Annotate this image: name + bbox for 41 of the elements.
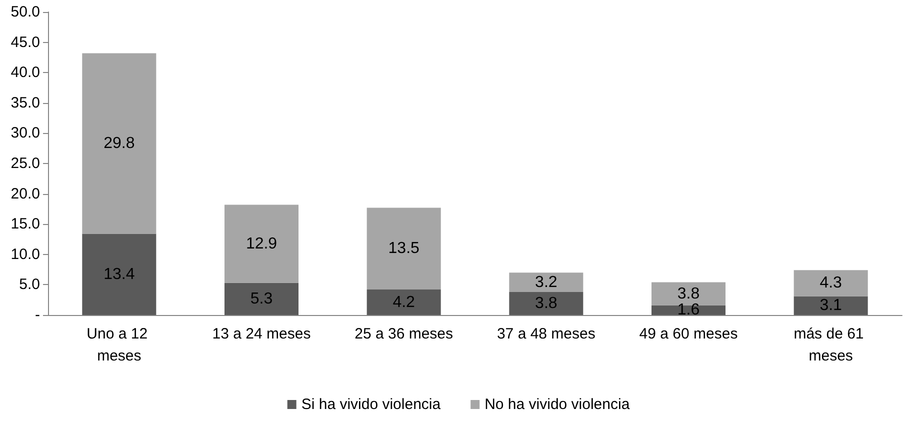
x-tick-label: 25 a 36 meses bbox=[354, 326, 454, 342]
y-tick-label: 25.0 bbox=[10, 155, 40, 172]
bar bbox=[509, 292, 584, 315]
data-label: 13.5 bbox=[388, 240, 420, 258]
data-label: 13.4 bbox=[104, 266, 135, 283]
y-tick-label: 45.0 bbox=[10, 34, 40, 51]
data-label: 4.2 bbox=[392, 294, 416, 311]
data-label: 12.9 bbox=[246, 235, 278, 252]
y-tick-label: 35.0 bbox=[10, 94, 40, 112]
y-tick-label: 40.0 bbox=[10, 64, 40, 82]
bar bbox=[82, 234, 156, 315]
y-tick-label: 30.0 bbox=[10, 124, 40, 142]
y-tick-label: 15.0 bbox=[10, 216, 40, 233]
bar bbox=[366, 208, 441, 290]
x-tick-label: Uno a 12 meses bbox=[86, 326, 152, 364]
legend-label: No ha vivido violencia bbox=[484, 396, 630, 413]
data-label: 5.3 bbox=[250, 290, 273, 308]
bar bbox=[794, 270, 868, 296]
bar bbox=[82, 53, 156, 234]
y-tick-label: 10.0 bbox=[10, 246, 40, 263]
legend-label: Si ha vivido violencia bbox=[301, 396, 442, 413]
bar bbox=[224, 204, 299, 283]
x-tick-label: 37 a 48 meses bbox=[496, 326, 596, 342]
data-label: 1.6 bbox=[677, 302, 700, 319]
data-label: 3.2 bbox=[535, 274, 558, 291]
data-label: 3.1 bbox=[820, 297, 842, 314]
bar bbox=[509, 272, 584, 292]
x-tick-label: 13 a 24 meses bbox=[212, 326, 311, 342]
data-label: 3.8 bbox=[677, 285, 700, 302]
data-label: 3.8 bbox=[535, 294, 558, 312]
bar bbox=[224, 282, 299, 315]
x-tick-label: 49 a 60 meses bbox=[639, 326, 738, 342]
data-label: 29.8 bbox=[104, 135, 135, 152]
y-tick-label: 20.0 bbox=[10, 185, 40, 202]
x-tick-label: más de 61 meses bbox=[794, 326, 868, 364]
y-tick-label: 5.0 bbox=[19, 276, 40, 294]
bar bbox=[794, 296, 868, 315]
bar bbox=[366, 290, 441, 315]
y-tick-label: 50.0 bbox=[10, 4, 40, 20]
data-label: 4.3 bbox=[820, 274, 842, 292]
y-tick-label: - bbox=[35, 306, 40, 324]
